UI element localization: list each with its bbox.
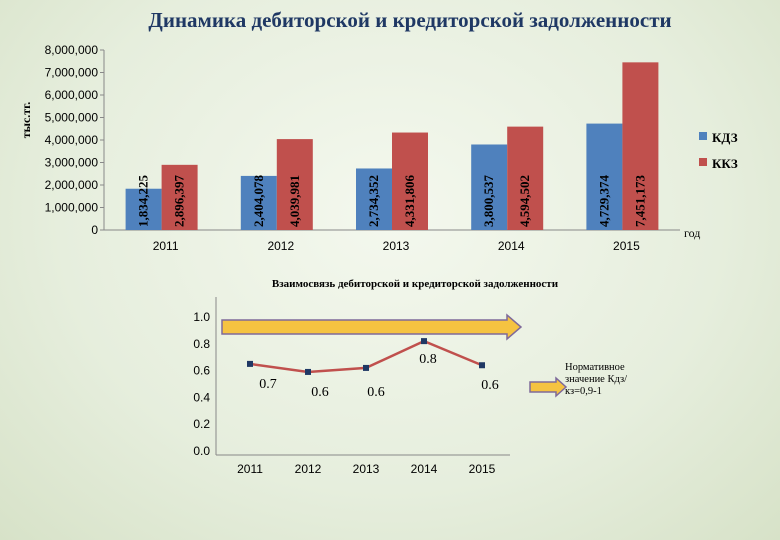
ratio-data-label: 0.6: [367, 385, 385, 400]
bar-y-tick-label: 3,000,000: [45, 156, 99, 170]
normative-legend: Нормативное значение Кдз/кз=0,9-1: [565, 362, 628, 397]
bar-kkz: [161, 164, 198, 230]
normative-legend-text: Нормативное значение Кдз/кз=0,9-1: [565, 362, 628, 397]
bar-y-ticks: 0 1,000,000 2,000,000 3,000,000 4,000,000 5,0…: [45, 43, 104, 237]
bar-kdz-data-label: 2,734,352: [366, 175, 381, 227]
ratio-series-points: [247, 338, 485, 375]
line-x-tick-label: 2011: [237, 462, 263, 476]
line-x-tick-label: 2012: [295, 462, 322, 476]
bar-y-tick-label: 8,000,000: [45, 43, 99, 57]
line-y-tick-label: 0.4: [193, 390, 210, 404]
legend-kdz-label: КДЗ: [712, 130, 738, 145]
page-title: Динамика дебиторской и кредиторской задо…: [148, 8, 672, 32]
bar-x-tick-label: 2011: [153, 239, 179, 253]
bar-kkz-data-label: 2,896,397: [172, 175, 187, 228]
ratio-data-labels: 0.7 0.6 0.6 0.8 0.6: [259, 352, 499, 400]
ratio-data-label: 0.7: [259, 377, 277, 392]
bar-kdz-data-label: 4,729,374: [596, 175, 611, 228]
line-y-tick-label: 0.6: [193, 364, 210, 378]
line-x-ticks: 2011 2012 2013 2014 2015: [237, 462, 496, 476]
line-y-tick-label: 0.8: [193, 337, 210, 351]
bar-series: [125, 62, 659, 231]
line-y-ticks: 0.0 0.2 0.4 0.6 0.8 1.0: [193, 310, 210, 458]
bar-x-tick-label: 2013: [383, 239, 410, 253]
normative-legend-arrow: [529, 376, 568, 398]
bar-kdz: [471, 144, 508, 230]
bar-y-tick-label: 1,000,000: [45, 201, 99, 215]
bar-kdz-data-label: 2,404,078: [251, 175, 266, 228]
line-y-tick-label: 0.0: [193, 444, 210, 458]
bar-data-labels: 1,834,225 2,896,397 2,404,078 4,039,981 2,73…: [136, 175, 648, 228]
line-x-tick-label: 2013: [353, 462, 380, 476]
legend-kdz-swatch: [699, 132, 707, 140]
bar-kkz-data-label: 4,594,502: [517, 175, 532, 227]
ratio-data-label: 0.8: [419, 352, 437, 367]
line-x-tick-label: 2015: [469, 462, 496, 476]
bar-y-tick-label: 6,000,000: [45, 88, 99, 102]
legend-kkz-swatch: [699, 158, 707, 166]
ratio-data-label: 0.6: [481, 378, 499, 393]
bar-y-tick-label: 2,000,000: [45, 178, 99, 192]
bar-kkz: [507, 126, 544, 230]
bar-kkz-data-label: 7,451,173: [632, 175, 647, 228]
bar-x-ticks: 2011 2012 2013 2014 2015: [153, 239, 640, 253]
bar-x-tick-label: 2012: [267, 239, 294, 253]
bar-kdz: [586, 123, 623, 230]
bar-kkz: [276, 139, 313, 230]
bar-x-tick-label: 2015: [613, 239, 640, 253]
bar-kkz: [622, 62, 659, 231]
bar-y-axis-label: тыс.тг.: [19, 102, 33, 139]
bar-chart: тыс.тг. год 0 1,000,000 2,000,000 3,000,000…: [19, 43, 738, 253]
bar-y-tick-label: 5,000,000: [45, 111, 99, 125]
ratio-point: [421, 338, 427, 345]
ratio-point: [247, 360, 253, 367]
ratio-data-label: 0.6: [311, 385, 329, 400]
line-y-tick-label: 0.2: [193, 417, 210, 431]
normative-level-arrow: [221, 313, 523, 341]
bar-kkz-data-label: 4,331,806: [402, 175, 417, 228]
bar-y-tick-label: 4,000,000: [45, 133, 99, 147]
bar-x-axis-label: год: [684, 226, 700, 240]
bar-kdz: [125, 188, 162, 230]
ratio-point: [363, 364, 369, 371]
bar-y-tick-label: 7,000,000: [45, 66, 99, 80]
bar-kdz: [356, 168, 392, 230]
ratio-point: [479, 362, 485, 369]
line-chart: Взаимосвязь дебиторской и кредиторской з…: [193, 278, 628, 476]
bar-x-tick-label: 2014: [498, 239, 525, 253]
bar-y-tick-label: 0: [91, 223, 98, 237]
legend-kkz-label: ККЗ: [712, 156, 738, 171]
ratio-point: [305, 368, 311, 375]
bar-kdz-data-label: 3,800,537: [481, 175, 496, 228]
line-chart-title: Взаимосвязь дебиторской и кредиторской з…: [272, 278, 559, 290]
bar-kdz-data-label: 1,834,225: [136, 175, 151, 228]
bar-kdz: [240, 175, 277, 230]
line-x-tick-label: 2014: [411, 462, 438, 476]
bar-kkz-data-label: 4,039,981: [287, 175, 302, 227]
bar-kkz: [392, 132, 428, 230]
bar-legend: КДЗ ККЗ: [699, 130, 738, 171]
line-y-tick-label: 1.0: [193, 310, 210, 324]
